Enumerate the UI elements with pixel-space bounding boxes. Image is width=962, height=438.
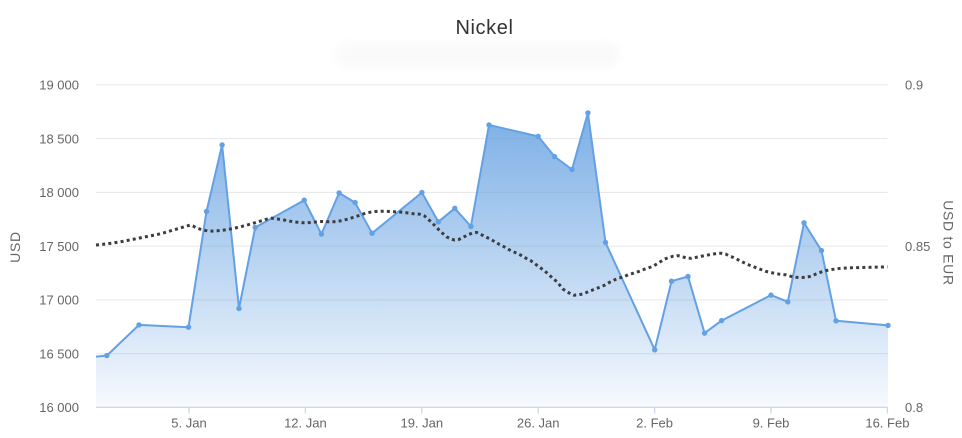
- svg-text:USD to EUR: USD to EUR: [941, 200, 957, 286]
- svg-text:17 500: 17 500: [39, 239, 79, 254]
- svg-text:5. Jan: 5. Jan: [171, 416, 206, 431]
- svg-text:9. Feb: 9. Feb: [753, 416, 790, 431]
- svg-text:USD: USD: [7, 231, 23, 263]
- svg-text:16 000: 16 000: [39, 400, 79, 415]
- svg-text:Nickel: Nickel: [455, 17, 513, 39]
- svg-text:0.9: 0.9: [905, 78, 923, 93]
- svg-text:12. Jan: 12. Jan: [284, 416, 327, 431]
- svg-text:19. Jan: 19. Jan: [400, 416, 443, 431]
- svg-text:18 500: 18 500: [39, 131, 79, 146]
- svg-text:26. Jan: 26. Jan: [517, 416, 560, 431]
- svg-text:0.8: 0.8: [905, 400, 923, 415]
- svg-text:17 000: 17 000: [39, 293, 79, 308]
- svg-text:0.85: 0.85: [905, 239, 930, 254]
- svg-text:16 500: 16 500: [39, 346, 79, 361]
- svg-text:2. Feb: 2. Feb: [636, 416, 673, 431]
- svg-text:18 000: 18 000: [39, 185, 79, 200]
- svg-text:19 000: 19 000: [39, 78, 79, 93]
- svg-text:16. Feb: 16. Feb: [865, 416, 909, 431]
